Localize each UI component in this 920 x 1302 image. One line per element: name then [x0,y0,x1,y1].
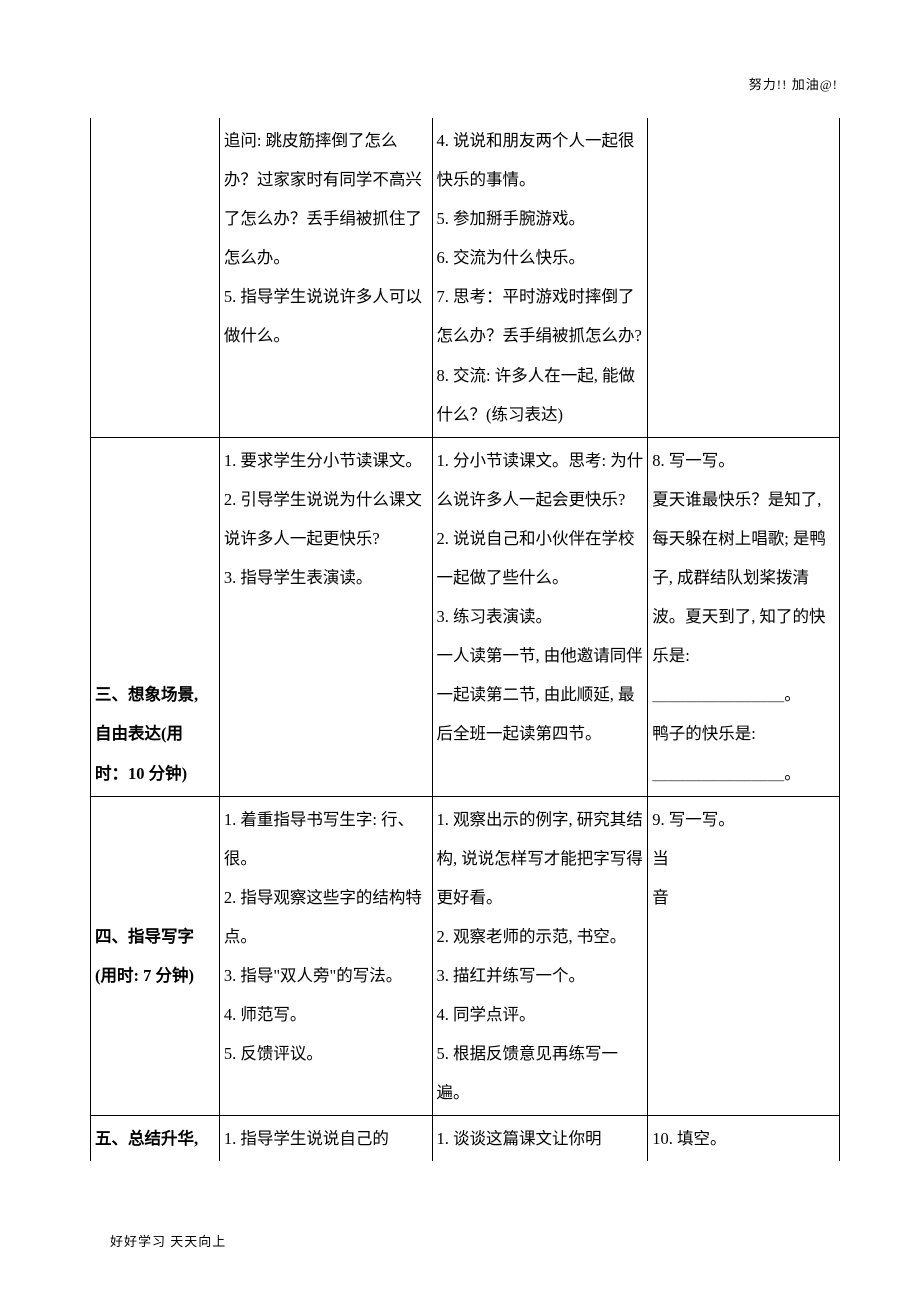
table-cell: 1. 着重指导书写生字: 行、很。2. 指导观察这些字的结构特点。3. 指导"双… [219,796,432,1116]
table-cell [91,118,220,437]
table-cell: 1. 分小节读课文。思考: 为什么说许多人一起会更快乐?2. 说说自己和小伙伴在… [432,437,648,796]
table-cell: 1. 指导学生说说自己的 [219,1116,432,1162]
table-cell [648,118,840,437]
table-cell: 三、想象场景,自由表达(用时：10 分钟) [91,437,220,796]
table-cell: 1. 谈谈这篇课文让你明 [432,1116,648,1162]
lesson-plan-table: 追问: 跳皮筋摔倒了怎么办？过家家时有同学不高兴了怎么办？丢手绢被抓住了怎么办。… [90,118,840,1161]
table-cell: 4. 说说和朋友两个人一起很快乐的事情。5. 参加掰手腕游戏。6. 交流为什么快… [432,118,648,437]
table-cell: 8. 写一写。夏天谁最快乐？是知了, 每天躲在树上唱歌; 是鸭子, 成群结队划桨… [648,437,840,796]
header-note: 努力!! 加油@! [749,74,838,93]
table-row: 五、总结升华,1. 指导学生说说自己的1. 谈谈这篇课文让你明10. 填空。 [91,1116,840,1162]
footer-note: 好好学习 天天向上 [110,1231,226,1250]
table-cell: 1. 要求学生分小节读课文。2. 引导学生说说为什么课文说许多人一起更快乐?3.… [219,437,432,796]
table-cell: 五、总结升华, [91,1116,220,1162]
table-cell: 9. 写一写。当音 [648,796,840,1116]
table-row: 追问: 跳皮筋摔倒了怎么办？过家家时有同学不高兴了怎么办？丢手绢被抓住了怎么办。… [91,118,840,437]
table-body: 追问: 跳皮筋摔倒了怎么办？过家家时有同学不高兴了怎么办？丢手绢被抓住了怎么办。… [91,118,840,1161]
table-cell: 1. 观察出示的例字, 研究其结构, 说说怎样写才能把字写得更好看。2. 观察老… [432,796,648,1116]
table-cell: 追问: 跳皮筋摔倒了怎么办？过家家时有同学不高兴了怎么办？丢手绢被抓住了怎么办。… [219,118,432,437]
table-row: 三、想象场景,自由表达(用时：10 分钟)1. 要求学生分小节读课文。2. 引导… [91,437,840,796]
table-cell: 10. 填空。 [648,1116,840,1162]
page: 努力!! 加油@! 追问: 跳皮筋摔倒了怎么办？过家家时有同学不高兴了怎么办？丢… [0,0,920,1302]
table-cell: 四、指导写字(用时: 7 分钟) [91,796,220,1116]
table-row: 四、指导写字(用时: 7 分钟)1. 着重指导书写生字: 行、很。2. 指导观察… [91,796,840,1116]
